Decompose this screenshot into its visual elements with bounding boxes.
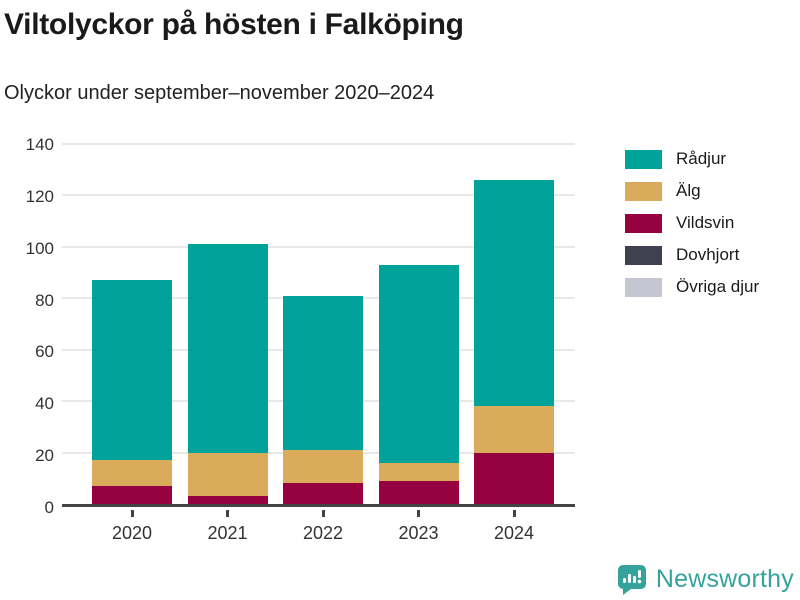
chart-title: Viltolyckor på hösten i Falköping [4,8,464,41]
x-slot-2021: 2021 [188,510,268,544]
newsworthy-logo-icon [617,564,647,595]
x-axis-label-2024: 2024 [493,523,535,543]
legend-label-Dovhjort: Dovhjort [676,245,740,264]
legend-swatch-Rådjur [625,149,662,169]
legend-label-Rådjur: Rådjur [676,149,727,168]
bar-group-2023 [378,144,459,504]
y-axis-label-140: 140 [25,135,54,154]
legend-label-Övriga djur: Övriga djur [676,277,760,296]
bar-segment-2020-Älg [92,460,172,486]
x-axis-tick-2021 [226,510,229,517]
y-axis-label-60: 60 [35,342,54,362]
y-axis-label-20: 20 [35,446,54,466]
bar-segment-2022-Vildsvin [283,483,363,504]
y-axis-label-120: 120 [25,186,54,206]
chart-subtitle: Olyckor under september–november 2020–20… [4,82,435,104]
x-axis-label-2021: 2021 [207,523,248,543]
x-slot-2023: 2023 [379,510,459,544]
x-axis-label-2020: 2020 [111,523,153,543]
bar-segment-2023-Rådjur [378,264,459,463]
x-axis-label-2023: 2023 [398,523,439,543]
bar-segment-2021-Rådjur [187,244,268,453]
gridline-100 [62,245,575,248]
legend-swatch-Övriga djur [625,277,662,297]
x-slot-2020: 2020 [92,510,172,544]
x-slot-2024: 2024 [474,510,554,544]
legend-item-Rådjur: Rådjur [625,149,759,169]
bar-segment-2020-Vildsvin [92,486,172,504]
bar-segment-2023-Vildsvin [378,480,459,504]
bar-group-2021 [187,144,268,504]
legend-label-Vildsvin: Vildsvin [676,213,735,232]
plot-wrap: 0 20 40 60 80 100 120 140 2020 2021 2022 2023 2024 … [0,135,800,564]
bars-container [62,144,575,504]
y-axis-label-100: 100 [25,238,54,258]
bar-segment-2020-Rådjur [92,280,172,461]
plot-area [62,143,575,507]
x-axis-tick-2022 [321,510,325,517]
gridline-140 [62,143,575,145]
x-axis-label-2022: 2022 [302,523,344,543]
legend-item-Vildsvin: Vildsvin [625,213,759,233]
y-axis-label-0: 0 [44,498,54,517]
y-axis-label-40: 40 [35,394,54,414]
bar-group-2024 [474,144,554,504]
legend-swatch-Vildsvin [625,213,662,233]
legend-item-Älg: Älg [625,181,759,201]
bar-segment-2021-Älg [187,452,268,497]
bar-segment-2022-Älg [283,450,363,484]
bar-group-2022 [283,144,363,504]
bar-segment-2024-Vildsvin [474,452,554,504]
y-axis-label-80: 80 [35,290,54,310]
bar-segment-2024-Älg [474,406,554,453]
gridline-120 [62,194,575,197]
newsworthy-branding: Newsworthy [617,564,794,595]
x-axis-tick-2020 [130,510,134,517]
bar-segment-2023-Älg [378,462,459,481]
legend-swatch-Älg [625,181,662,201]
bar-group-2020 [92,144,172,504]
legend-swatch-Dovhjort [625,245,662,265]
x-axis-tick-2024 [512,510,516,517]
x-axis: 2020 2021 2022 2023 2024 [62,510,575,544]
bar-segment-2024-Rådjur [474,180,554,407]
x-axis-tick-2023 [417,510,420,517]
bar-segment-2022-Rådjur [283,295,363,451]
bar-segment-2021-Vildsvin [187,496,268,504]
legend: Rådjur Älg Vildsvin Dovhjort Övriga djur [625,149,759,309]
legend-label-Älg: Älg [676,181,701,200]
x-slot-2022: 2022 [283,510,363,544]
legend-item-Dovhjort: Dovhjort [625,245,759,265]
legend-item-Övriga djur: Övriga djur [625,277,759,297]
newsworthy-brand-text: Newsworthy [655,565,794,593]
